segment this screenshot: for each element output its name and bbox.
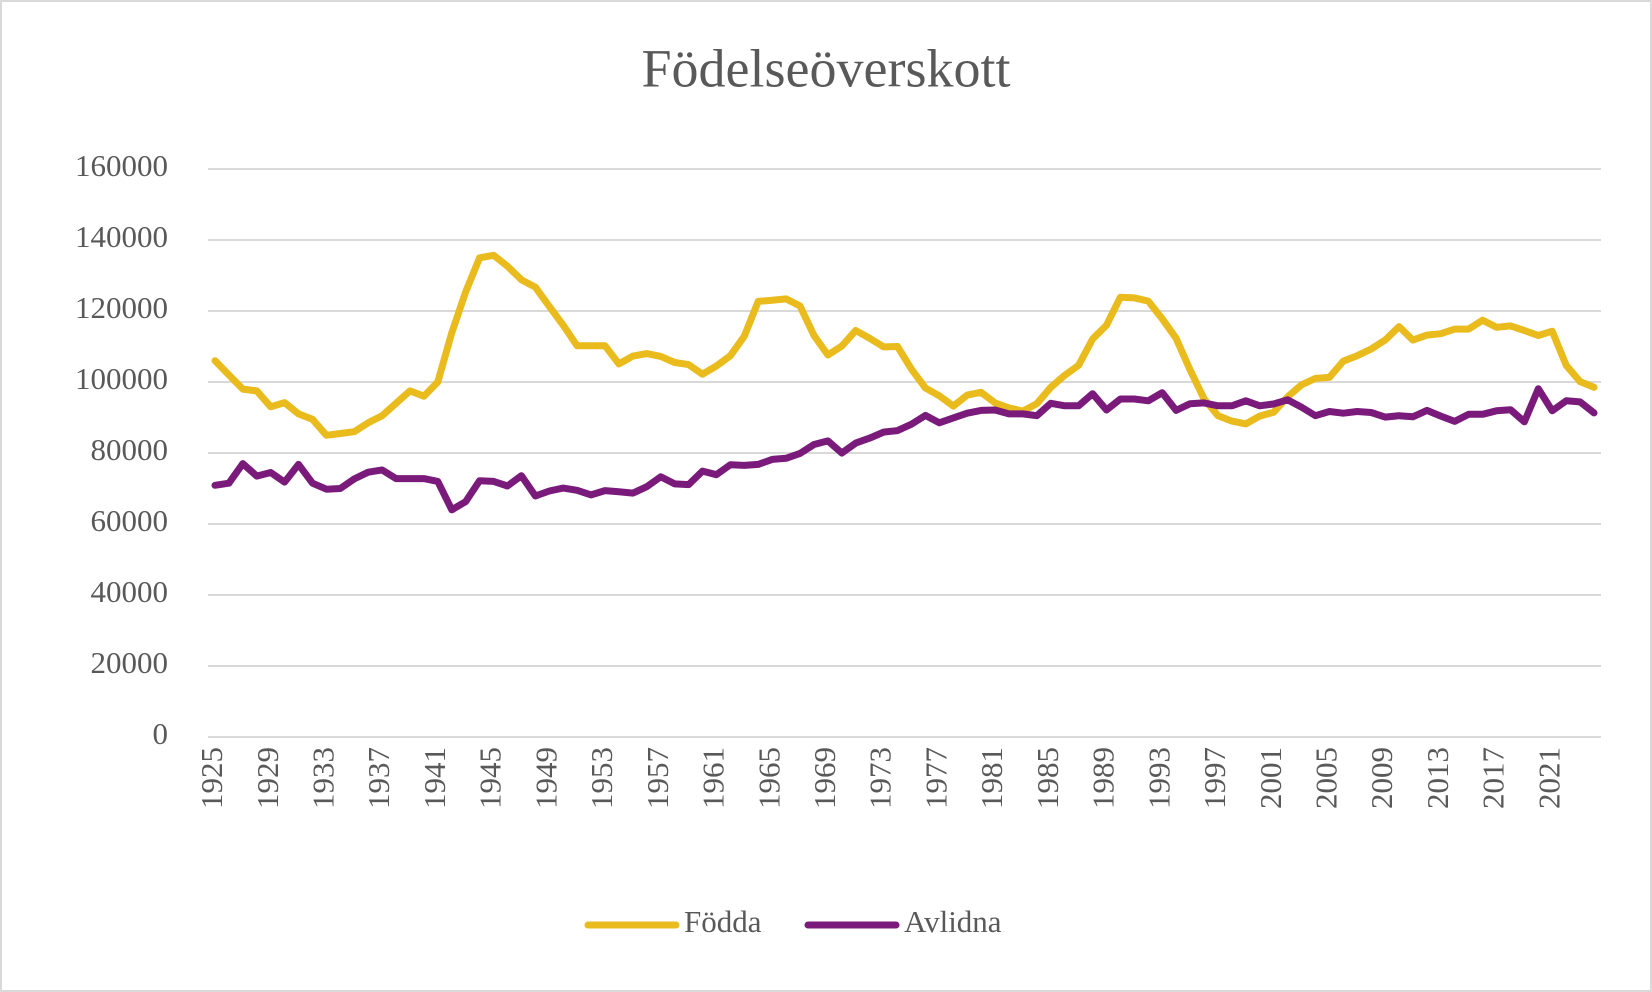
- x-tick-label: 2005: [1308, 747, 1343, 809]
- x-tick-label: 2021: [1531, 747, 1566, 809]
- x-tick-label: 1993: [1141, 747, 1176, 809]
- x-tick-label: 1989: [1086, 747, 1121, 809]
- x-tick-label: 1937: [361, 747, 396, 809]
- x-tick-label: 1969: [807, 747, 842, 809]
- y-tick-label: 140000: [75, 219, 168, 254]
- x-tick-label: 2009: [1364, 747, 1399, 809]
- x-tick-label: 1997: [1197, 747, 1232, 809]
- x-tick-label: 1981: [974, 747, 1009, 809]
- x-tick-label: 1957: [640, 747, 675, 809]
- x-tick-label: 1929: [250, 747, 285, 809]
- legend-label: Födda: [684, 904, 762, 939]
- x-tick-label: 1925: [194, 747, 229, 809]
- series-line: [211, 385, 1598, 514]
- x-tick-label: 1945: [473, 747, 508, 809]
- x-tick-label: 1933: [306, 747, 341, 809]
- y-tick-label: 120000: [75, 290, 168, 325]
- y-tick-label: 60000: [91, 503, 169, 538]
- x-tick-label: 2013: [1420, 747, 1455, 809]
- x-tick-label: 2001: [1253, 747, 1288, 809]
- y-tick-label: 40000: [91, 574, 169, 609]
- y-tick-label: 0: [153, 716, 169, 751]
- y-tick-label: 160000: [75, 148, 168, 183]
- x-tick-label: 1985: [1030, 747, 1065, 809]
- x-tick-label: 1965: [751, 747, 786, 809]
- chart-title: Födelseöverskott: [642, 38, 1011, 98]
- y-tick-label: 100000: [75, 361, 168, 396]
- x-tick-label: 1973: [863, 747, 898, 809]
- y-tick-label: 20000: [91, 645, 169, 680]
- x-tick-label: 1961: [696, 747, 731, 809]
- x-tick-label: 1941: [417, 747, 452, 809]
- y-tick-label: 80000: [91, 432, 169, 467]
- x-tick-label: 1953: [584, 747, 619, 809]
- legend-label: Avlidna: [904, 904, 1002, 939]
- series-line: [211, 251, 1598, 439]
- x-tick-label: 1977: [918, 747, 953, 809]
- x-tick-label: 1949: [528, 747, 563, 809]
- x-tick-label: 2017: [1476, 747, 1511, 809]
